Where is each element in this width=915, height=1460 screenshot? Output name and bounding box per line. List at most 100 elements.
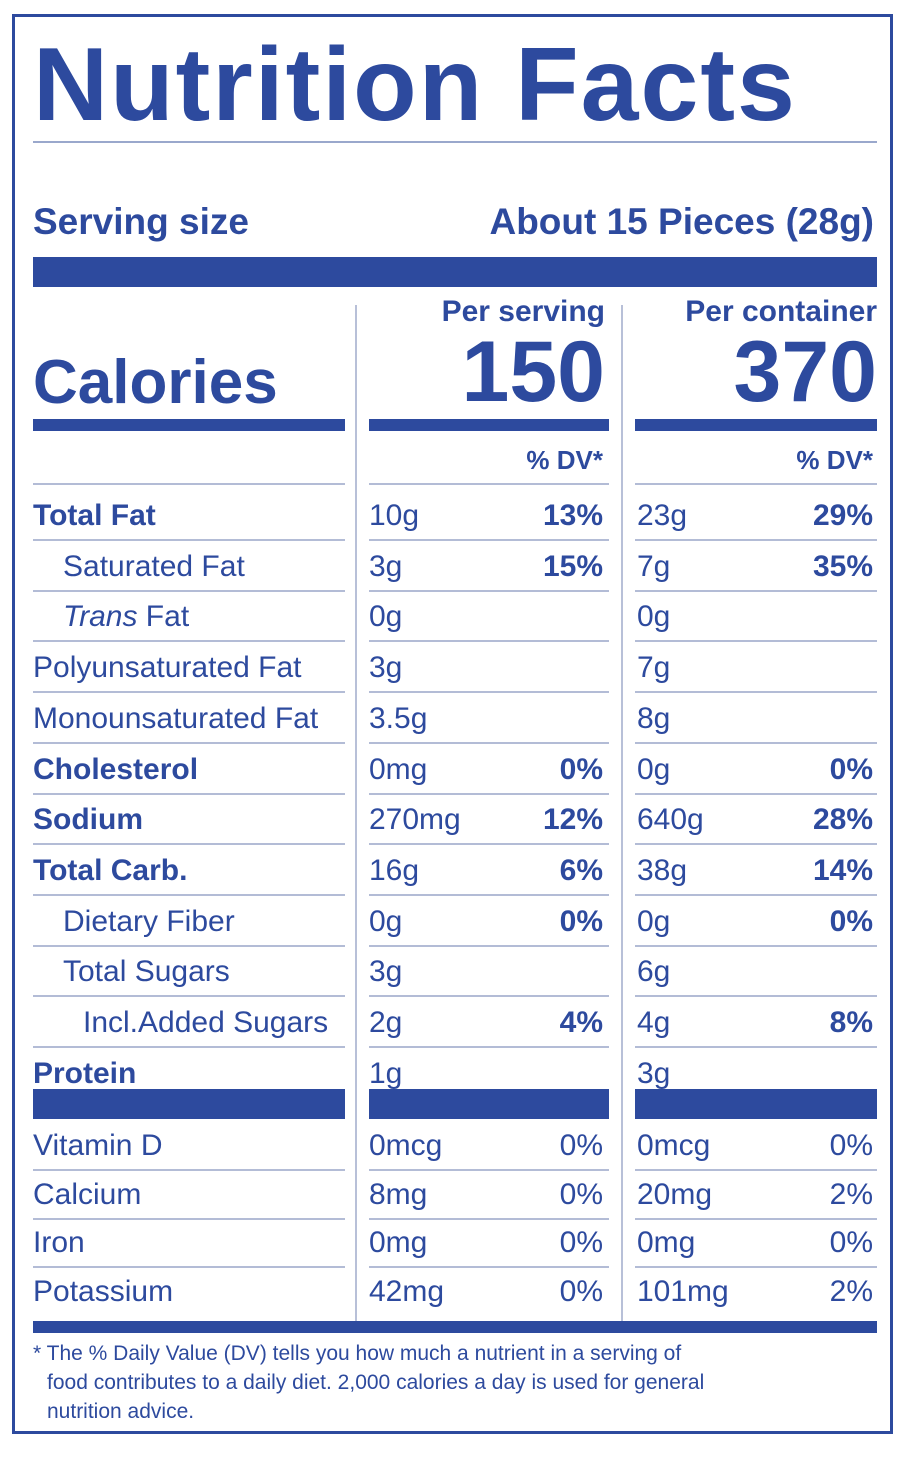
row-rule (33, 995, 345, 998)
container-dv: 0% (829, 1226, 873, 1259)
micro-bar-mid (369, 1089, 609, 1119)
container-amount: 4g (637, 1006, 671, 1039)
nutrition-label: Nutrition Facts Serving size About 15 Pi… (12, 14, 893, 1434)
row-rule (635, 539, 877, 541)
serving-amount: 3.5g (369, 701, 428, 735)
row-rule (369, 483, 609, 485)
container-amount: 0g (637, 600, 671, 634)
nutrient-name: Total Sugars (63, 955, 230, 989)
serving-dv: 13% (542, 499, 603, 532)
per-container-header: Per container (685, 295, 877, 328)
serving-dv: 0% (559, 1226, 603, 1259)
row-rule (635, 741, 877, 744)
row-rule (369, 1046, 609, 1048)
footnote: * The % Daily Value (DV) tells you how m… (33, 1339, 853, 1426)
column-divider-left (355, 305, 357, 1323)
row-rule (635, 843, 877, 846)
micro-bar-right (635, 1089, 877, 1119)
serving-amount: 0mcg (369, 1129, 443, 1162)
container-amount: 3g (637, 1056, 671, 1090)
row-rule (33, 640, 345, 643)
serving-dv: 6% (559, 853, 603, 887)
row-rule (33, 539, 345, 541)
container-amount: 6g (637, 955, 671, 989)
calories-bar-left (33, 419, 345, 431)
row-rule (369, 843, 609, 846)
container-amount: 101mg (637, 1274, 729, 1308)
nutrient-name: Cholesterol (33, 752, 199, 786)
row-rule (33, 741, 345, 744)
row-rule (635, 589, 877, 592)
row-rule (635, 1169, 877, 1171)
column-divider-right (621, 305, 623, 1323)
serving-dv: 0% (559, 1274, 603, 1308)
micronutrient-name: Potassium (33, 1274, 174, 1308)
per-serving-header: Per serving (441, 295, 605, 328)
serving-dv: 12% (542, 803, 603, 837)
row-rule (369, 1169, 609, 1171)
serving-amount: 42mg (369, 1274, 445, 1308)
row-rule (635, 893, 877, 896)
micronutrient-name: Iron (33, 1226, 85, 1259)
serving-amount: 270mg (369, 803, 461, 837)
container-amount: 23g (637, 499, 688, 532)
row-rule (33, 792, 345, 795)
container-dv: 0% (829, 1129, 873, 1162)
serving-size-label: Serving size (33, 201, 249, 242)
serving-amount: 0g (369, 904, 403, 938)
row-rule (369, 539, 609, 541)
container-amount: 38g (637, 853, 688, 887)
nutrient-name: Polyunsaturated Fat (33, 651, 302, 685)
container-dv: 0% (829, 904, 873, 938)
container-amount: 8g (637, 701, 671, 735)
serving-amount: 0g (369, 600, 403, 634)
container-amount: 0mcg (637, 1129, 711, 1162)
footnote-line-3: nutrition advice. (47, 1400, 195, 1423)
footnote-line-1: * The % Daily Value (DV) tells you how m… (33, 1342, 682, 1365)
row-rule (369, 691, 609, 694)
dv-header-container: % DV* (796, 445, 873, 475)
nutrient-name: Incl.Added Sugars (83, 1006, 329, 1039)
bottom-bar (33, 1321, 877, 1333)
row-rule (635, 640, 877, 643)
row-rule (33, 944, 345, 947)
row-rule (33, 691, 345, 694)
row-rule (369, 741, 609, 744)
row-rule (369, 792, 609, 795)
row-rule (369, 589, 609, 592)
row-rule (635, 944, 877, 947)
container-amount: 7g (637, 651, 671, 685)
serving-amount: 1g (369, 1056, 403, 1090)
dv-header-serving: % DV* (526, 445, 603, 475)
container-dv: 0% (829, 752, 873, 786)
container-dv: 35% (812, 549, 873, 583)
serving-amount: 0mg (369, 752, 428, 786)
calories-per-serving: 150 (461, 324, 606, 420)
serving-amount: 3g (369, 651, 403, 685)
row-rule (635, 483, 877, 485)
row-rule (33, 589, 345, 592)
micronutrient-name: Calcium (33, 1177, 142, 1211)
container-dv: 28% (812, 803, 873, 837)
container-dv: 2% (829, 1177, 873, 1211)
container-dv: 8% (829, 1006, 873, 1039)
serving-bar (33, 257, 877, 287)
container-amount: 0g (637, 904, 671, 938)
nutrient-name: Dietary Fiber (63, 904, 235, 938)
serving-amount: 2g (369, 1006, 403, 1039)
title-divider (33, 141, 877, 143)
nutrient-name: Monounsaturated Fat (33, 701, 319, 735)
nutrient-name: Protein (33, 1056, 137, 1090)
row-rule (33, 1046, 345, 1048)
row-rule (635, 1266, 877, 1268)
row-rule (635, 995, 877, 998)
row-rule (635, 792, 877, 795)
serving-dv: 0% (559, 904, 603, 938)
row-rule (369, 995, 609, 998)
row-rule (635, 691, 877, 694)
calories-bar-mid (369, 419, 609, 431)
row-rule (635, 1046, 877, 1048)
row-rule (33, 843, 345, 846)
micro-bar-left (33, 1089, 345, 1119)
footnote-line-2: food contributes to a daily diet. 2,000 … (47, 1371, 705, 1394)
